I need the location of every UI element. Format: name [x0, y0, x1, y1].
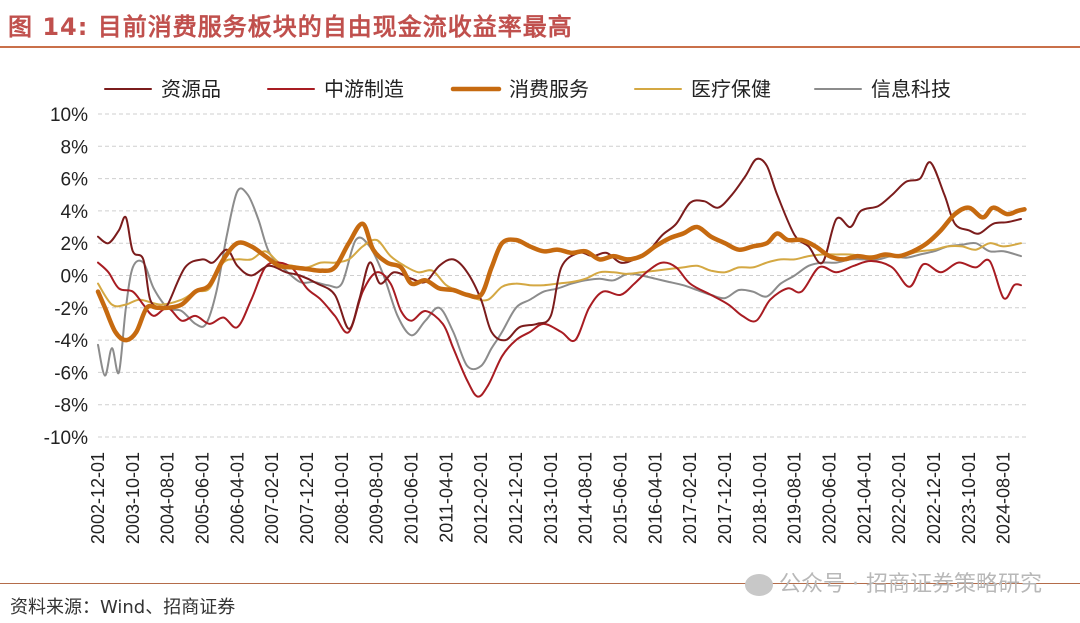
x-tick-label: 2012-02-01: [471, 452, 491, 544]
x-tick-label: 2004-08-01: [158, 452, 178, 544]
legend-label: 消费服务: [509, 77, 589, 101]
legend-label: 资源品: [161, 77, 221, 101]
x-tick-label: 2002-12-01: [88, 452, 108, 544]
line-chart: 10% 8% 6% 4% 2% 0% -2% -4% -6% -8% -10% 2002-12-01…: [44, 77, 1028, 544]
series-lines: [95, 157, 1027, 398]
x-tick-label: 2024-08-01: [994, 452, 1014, 544]
legend-item: 中游制造: [267, 77, 404, 101]
y-tick-label: 2%: [61, 234, 89, 255]
x-tick-label: 2005-06-01: [192, 452, 212, 544]
y-tick-label: -10%: [44, 428, 88, 449]
x-tick-label: 2016-04-01: [645, 452, 665, 544]
x-tick-label: 2022-02-01: [889, 452, 909, 544]
x-tick-label: 2003-10-01: [123, 452, 143, 544]
source-note: 资料来源：Wind、招商证券: [10, 597, 236, 618]
x-tick-label: 2007-02-01: [262, 452, 282, 544]
y-tick-label: 0%: [61, 267, 89, 288]
series-line-2: [95, 205, 1027, 343]
x-tick-label: 2017-02-01: [680, 452, 700, 544]
legend-item: 医疗保健: [634, 77, 771, 101]
figure-label: 图 14:: [8, 13, 89, 41]
watermark-text: 公众号 · 招商证券策略研究: [779, 572, 1042, 597]
y-tick-label: 6%: [61, 170, 89, 191]
legend-label: 信息科技: [871, 77, 951, 101]
x-axis: 2002-12-01 2003-10-01 2004-08-01 2005-06-01…: [88, 452, 1014, 544]
figure-title: 图 14: 目前消费服务板块的自由现金流收益率最高: [8, 10, 573, 44]
x-tick-label: 2018-10-01: [750, 452, 770, 544]
y-tick-label: -2%: [54, 299, 88, 320]
x-tick-label: 2006-04-01: [227, 452, 247, 544]
legend-item: 消费服务: [450, 77, 589, 101]
wechat-icon: [745, 574, 774, 596]
x-tick-label: 2012-12-01: [506, 452, 526, 544]
y-tick-label: 10%: [50, 105, 88, 126]
top-rule: [0, 46, 1080, 48]
y-tick-label: 4%: [61, 202, 89, 223]
y-axis: 10% 8% 6% 4% 2% 0% -2% -4% -6% -8% -10%: [44, 105, 88, 449]
x-tick-label: 2021-04-01: [854, 452, 874, 544]
x-tick-label: 2008-10-01: [332, 452, 352, 544]
bottom-rule: [0, 583, 1080, 584]
series-line-1: [97, 258, 1022, 398]
legend-label: 中游制造: [324, 77, 404, 101]
watermark: 公众号 · 招商证券策略研究: [745, 566, 1042, 598]
x-tick-label: 2013-10-01: [541, 452, 561, 544]
x-tick-label: 2020-06-01: [819, 452, 839, 544]
y-tick-label: -8%: [54, 396, 88, 417]
series-line-0: [97, 157, 1022, 342]
x-tick-label: 2015-06-01: [610, 452, 630, 544]
legend-item: 信息科技: [814, 77, 951, 101]
x-tick-label: 2009-08-01: [367, 452, 387, 544]
y-tick-label: -6%: [54, 363, 88, 384]
x-tick-label: 2010-06-01: [401, 452, 421, 544]
x-tick-label: 2022-12-01: [924, 452, 944, 544]
y-tick-label: 8%: [61, 137, 89, 158]
legend-label: 医疗保健: [691, 77, 771, 101]
legend-item: 资源品: [104, 77, 221, 101]
series-line-4: [97, 187, 1022, 377]
x-tick-label: 2014-08-01: [576, 452, 596, 544]
x-tick-label: 2007-12-01: [297, 452, 317, 544]
x-tick-label: 2023-10-01: [959, 452, 979, 544]
x-tick-label: 2017-12-01: [715, 452, 735, 544]
x-tick-label: 2019-08-01: [785, 452, 805, 544]
y-tick-label: -4%: [54, 331, 88, 352]
grid: [98, 113, 1028, 438]
legend: 资源品 中游制造 消费服务 医疗保健 信息科技: [104, 77, 951, 101]
figure-title-text: 目前消费服务板块的自由现金流收益率最高: [97, 13, 573, 41]
x-tick-label: 2011-04-01: [436, 452, 456, 543]
